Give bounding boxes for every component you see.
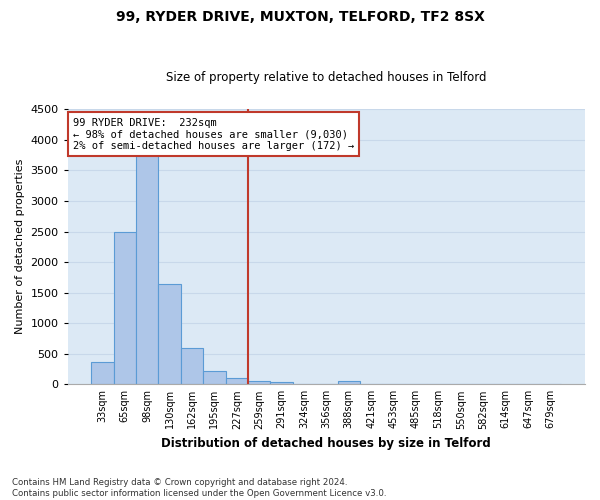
Bar: [248, 380, 271, 384]
Text: 99, RYDER DRIVE, MUXTON, TELFORD, TF2 8SX: 99, RYDER DRIVE, MUXTON, TELFORD, TF2 8S…: [116, 10, 484, 24]
Bar: [338, 381, 360, 384]
X-axis label: Distribution of detached houses by size in Telford: Distribution of detached houses by size …: [161, 437, 491, 450]
Bar: [136, 155, 158, 384]
Bar: [158, 284, 181, 384]
Text: Contains HM Land Registry data © Crown copyright and database right 2024.
Contai: Contains HM Land Registry data © Crown c…: [12, 478, 386, 498]
Title: Size of property relative to detached houses in Telford: Size of property relative to detached ho…: [166, 72, 487, 85]
Bar: [91, 362, 113, 384]
Bar: [181, 348, 203, 385]
Bar: [271, 382, 293, 384]
Bar: [226, 378, 248, 384]
Bar: [203, 370, 226, 384]
Bar: [113, 232, 136, 384]
Text: 99 RYDER DRIVE:  232sqm
← 98% of detached houses are smaller (9,030)
2% of semi-: 99 RYDER DRIVE: 232sqm ← 98% of detached…: [73, 118, 354, 150]
Y-axis label: Number of detached properties: Number of detached properties: [15, 159, 25, 334]
